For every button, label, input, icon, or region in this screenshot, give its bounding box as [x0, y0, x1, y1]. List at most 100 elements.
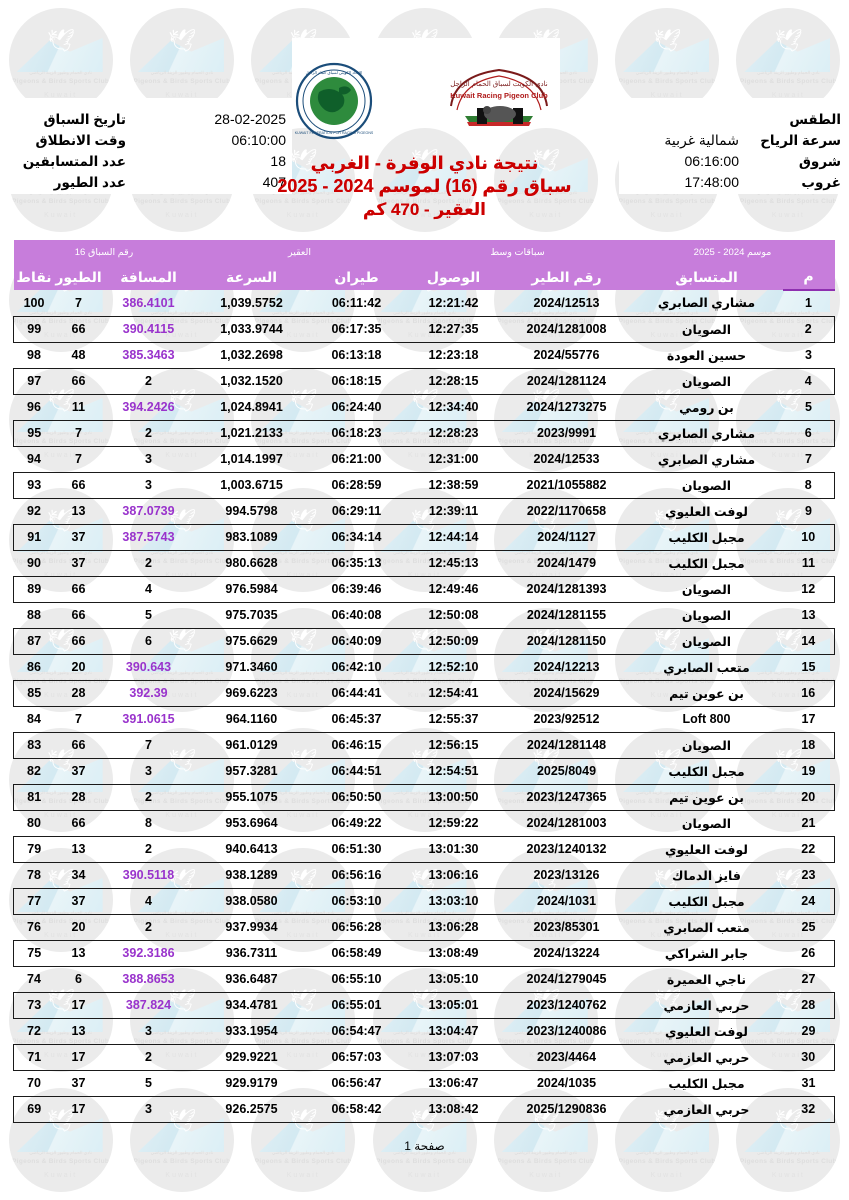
- cell-rank: 26: [782, 939, 835, 967]
- cell-points: 95: [13, 419, 55, 447]
- cell-name: الصويان: [630, 471, 783, 499]
- cell-rank: 19: [801, 764, 816, 778]
- weather-label: الطقس: [789, 112, 841, 127]
- cell-flight: 06:46:15: [308, 731, 405, 759]
- cell-rank: 6: [782, 419, 835, 447]
- table-row[interactable]: 30 حربي العازمي 2023/4464 13:07:03 06:57:03 9…: [13, 1043, 835, 1071]
- cell-arrival: 12:45:13: [428, 556, 479, 570]
- table-row[interactable]: 28 حربي العازمي 2023/1240762 13:05:01 06:55:…: [13, 991, 835, 1019]
- table-row[interactable]: 8 الصويان 2021/1055882 12:38:59 06:28:59 1,00…: [13, 471, 835, 499]
- cell-flight: 06:40:09: [308, 627, 405, 655]
- cell-birds: 37: [71, 764, 86, 778]
- cell-name: حربي العازمي: [630, 991, 783, 1019]
- cell-arrival: 12:39:11: [428, 504, 479, 518]
- cell-name: حربي العازمي: [630, 1043, 783, 1071]
- table-row[interactable]: 29 لوفت العليوي 2023/1240086 13:04:47 06:54:…: [14, 1018, 835, 1044]
- table-row[interactable]: 4 الصويان 2024/1281124 12:28:15 06:18:15 1,03…: [13, 367, 835, 395]
- kuwait-racing-pigeon-club-logo: نادي الكويت لسباق الحمام الزاجل Kuwait R…: [443, 62, 555, 130]
- cell-distance: 394.2426: [122, 400, 175, 414]
- table-row[interactable]: 12 الصويان 2024/1281393 12:49:46 06:39:46 976…: [13, 575, 835, 603]
- table-row[interactable]: 10 مجبل الكليب 2024/1127 12:44:14 06:34:14 98…: [13, 523, 835, 551]
- table-row[interactable]: 14 الصويان 2024/1281150 12:50:09 06:40:09 975…: [13, 627, 835, 655]
- cell-points: 83: [13, 731, 55, 759]
- cell-birds: 66: [54, 731, 103, 759]
- cell-flight: 06:13:18: [331, 348, 382, 362]
- results-table-wrap: موسم 2024 - 2025 سباقات وسط العقير رقم ا…: [0, 240, 849, 1153]
- table-row[interactable]: 17 Loft 800 2023/92512 12:55:37 06:45:37 964.…: [14, 706, 835, 732]
- table-row[interactable]: 9 لوفت العليوي 2022/1170658 12:39:11 06:29:1…: [14, 498, 835, 524]
- table-row[interactable]: 20 بن عوين تيم 2023/1247365 13:00:50 06:50:5…: [13, 783, 835, 811]
- cell-name: لوفت العليوي: [630, 835, 783, 863]
- cell-distance: 3: [102, 471, 195, 499]
- group-header-row: موسم 2024 - 2025 سباقات وسط العقير رقم ا…: [13, 240, 835, 264]
- cell-birds: 37: [54, 523, 103, 551]
- table-row[interactable]: 23 فايز الدماك 2023/13126 13:06:16 06:56:16 9…: [14, 862, 835, 888]
- cell-distance: 2: [102, 783, 195, 811]
- cell-distance: 4: [102, 887, 195, 915]
- cell-flight: 06:39:46: [308, 575, 405, 603]
- table-row[interactable]: 27 ناجي العميرة 2024/1279045 13:05:10 06:55:…: [14, 966, 835, 992]
- kuwait-federation-racing-pigeons-logo: الاتحاد الكويتي لسباق حمام الزاجل KUWAIT…: [294, 62, 373, 140]
- cell-flight: 06:50:50: [308, 783, 405, 811]
- cell-rank: 4: [782, 367, 835, 395]
- table-row[interactable]: 6 مشاري الصابري 2023/9991 12:28:23 06:18:23 1…: [13, 419, 835, 447]
- cell-speed: 953.6964: [225, 816, 278, 830]
- cell-arrival: 13:06:16: [428, 868, 479, 882]
- cell-arrival: 13:00:50: [404, 783, 503, 811]
- cell-birds: 13: [71, 504, 86, 518]
- cell-arrival: 13:05:01: [404, 991, 503, 1019]
- cell-speed: 936.6487: [225, 972, 278, 986]
- cell-points: 99: [13, 315, 55, 343]
- cell-rank: 22: [782, 835, 835, 863]
- table-row[interactable]: 5 بن رومي 2024/1273275 12:34:40 06:24:40 1,02…: [14, 394, 835, 420]
- cell-birds: 13: [71, 1024, 86, 1038]
- cell-ring: 2023/1240132: [502, 835, 631, 863]
- cell-points: 72: [27, 1024, 41, 1038]
- cell-points: 79: [13, 835, 55, 863]
- cell-arrival: 13:08:42: [404, 1095, 503, 1123]
- cell-arrival: 13:01:30: [404, 835, 503, 863]
- results-table-body: 1 مشاري الصابري 2024/12513 12:21:42 06:11:42…: [13, 290, 835, 1123]
- cell-ring: 2024/1281003: [526, 816, 607, 830]
- cell-speed: 976.5984: [194, 575, 309, 603]
- table-row[interactable]: 32 حربي العازمي 2025/1290836 13:08:42 06:58:…: [13, 1095, 835, 1123]
- cell-speed: 1,032.1520: [194, 367, 309, 395]
- table-row[interactable]: 26 جابر الشراكي 2024/13224 13:08:49 06:58:49…: [13, 939, 835, 967]
- table-row[interactable]: 1 مشاري الصابري 2024/12513 12:21:42 06:11:42…: [14, 290, 835, 316]
- cell-ring: 2025/8049: [536, 764, 597, 778]
- cell-speed: 983.1089: [194, 523, 309, 551]
- cell-points: 98: [27, 348, 41, 362]
- cell-rank: 32: [782, 1095, 835, 1123]
- table-row[interactable]: 11 مجبل الكليب 2024/1479 12:45:13 06:35:13 98…: [14, 550, 835, 576]
- cell-points: 97: [13, 367, 55, 395]
- cell-flight: 06:58:42: [308, 1095, 405, 1123]
- cell-ring: 2024/1479: [536, 556, 597, 570]
- table-row[interactable]: 31 مجبل الكليب 2024/1035 13:06:47 06:56:47 92…: [14, 1070, 835, 1096]
- table-row[interactable]: 19 مجبل الكليب 2025/8049 12:54:51 06:44:51 95…: [14, 758, 835, 784]
- group-category: سباقات وسط: [404, 240, 631, 264]
- cell-arrival: 12:50:09: [404, 627, 503, 655]
- cell-speed: 971.3460: [225, 660, 278, 674]
- table-row[interactable]: 18 الصويان 2024/1281148 12:56:15 06:46:15 961…: [13, 731, 835, 759]
- col-speed: السرعة: [194, 264, 309, 290]
- table-row[interactable]: 3 حسين العودة 2024/55776 12:23:18 06:13:18 1,…: [14, 342, 835, 368]
- cell-ring: 2025/1290836: [502, 1095, 631, 1123]
- cell-name: لوفت العليوي: [665, 504, 748, 519]
- table-row[interactable]: 7 مشاري الصابري 2024/12533 12:31:00 06:21:00…: [14, 446, 835, 472]
- cell-birds: 7: [54, 419, 103, 447]
- col-distance: المسافة: [102, 264, 195, 290]
- svg-text:KUWAIT FEDERATION FOR RACING P: KUWAIT FEDERATION FOR RACING PIGEONS: [295, 131, 373, 135]
- table-row[interactable]: 24 مجبل الكليب 2024/1031 13:03:10 06:53:10 93…: [13, 887, 835, 915]
- table-row[interactable]: 2 الصويان 2024/1281008 12:27:35 06:17:35 1,03…: [13, 315, 835, 343]
- table-row[interactable]: 16 بن عوين تيم 2024/15629 12:54:41 06:44:41 9…: [13, 679, 835, 707]
- cell-points: 70: [27, 1076, 41, 1090]
- cell-rank: 31: [801, 1076, 816, 1090]
- table-row[interactable]: 22 لوفت العليوي 2023/1240132 13:01:30 06:51:…: [13, 835, 835, 863]
- cell-points: 74: [27, 972, 41, 986]
- table-row[interactable]: 25 متعب الصابري 2023/85301 13:06:28 06:56:28…: [14, 914, 835, 940]
- table-row[interactable]: 21 الصويان 2024/1281003 12:59:22 06:49:22 953…: [14, 810, 835, 836]
- cell-speed: 1,003.6715: [194, 471, 309, 499]
- table-row[interactable]: 13 الصويان 2024/1281155 12:50:08 06:40:08 975…: [14, 602, 835, 628]
- table-row[interactable]: 15 متعب الصابري 2024/12213 12:52:10 06:42:10…: [14, 654, 835, 680]
- cell-distance: 3: [102, 1095, 195, 1123]
